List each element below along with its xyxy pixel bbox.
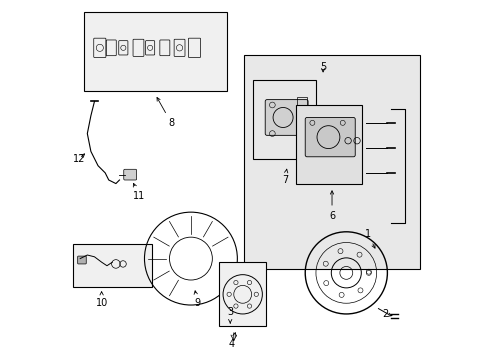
Text: 12: 12 [73, 154, 85, 163]
FancyBboxPatch shape [83, 12, 226, 91]
Text: 2: 2 [382, 309, 391, 319]
Text: 6: 6 [328, 191, 334, 221]
FancyBboxPatch shape [244, 55, 419, 269]
Text: 4: 4 [228, 333, 236, 349]
Text: 1: 1 [364, 229, 374, 248]
Text: 9: 9 [194, 291, 200, 308]
FancyBboxPatch shape [253, 80, 315, 158]
Text: 5: 5 [319, 63, 325, 72]
FancyBboxPatch shape [78, 256, 86, 264]
FancyBboxPatch shape [305, 117, 354, 157]
Text: 11: 11 [133, 183, 145, 201]
FancyBboxPatch shape [73, 244, 151, 287]
Text: 8: 8 [157, 98, 174, 128]
FancyBboxPatch shape [123, 169, 136, 180]
FancyBboxPatch shape [264, 100, 307, 135]
Text: 7: 7 [281, 169, 287, 185]
FancyBboxPatch shape [296, 105, 362, 184]
FancyBboxPatch shape [219, 262, 265, 327]
Text: 3: 3 [227, 307, 233, 323]
Text: 10: 10 [95, 292, 107, 308]
